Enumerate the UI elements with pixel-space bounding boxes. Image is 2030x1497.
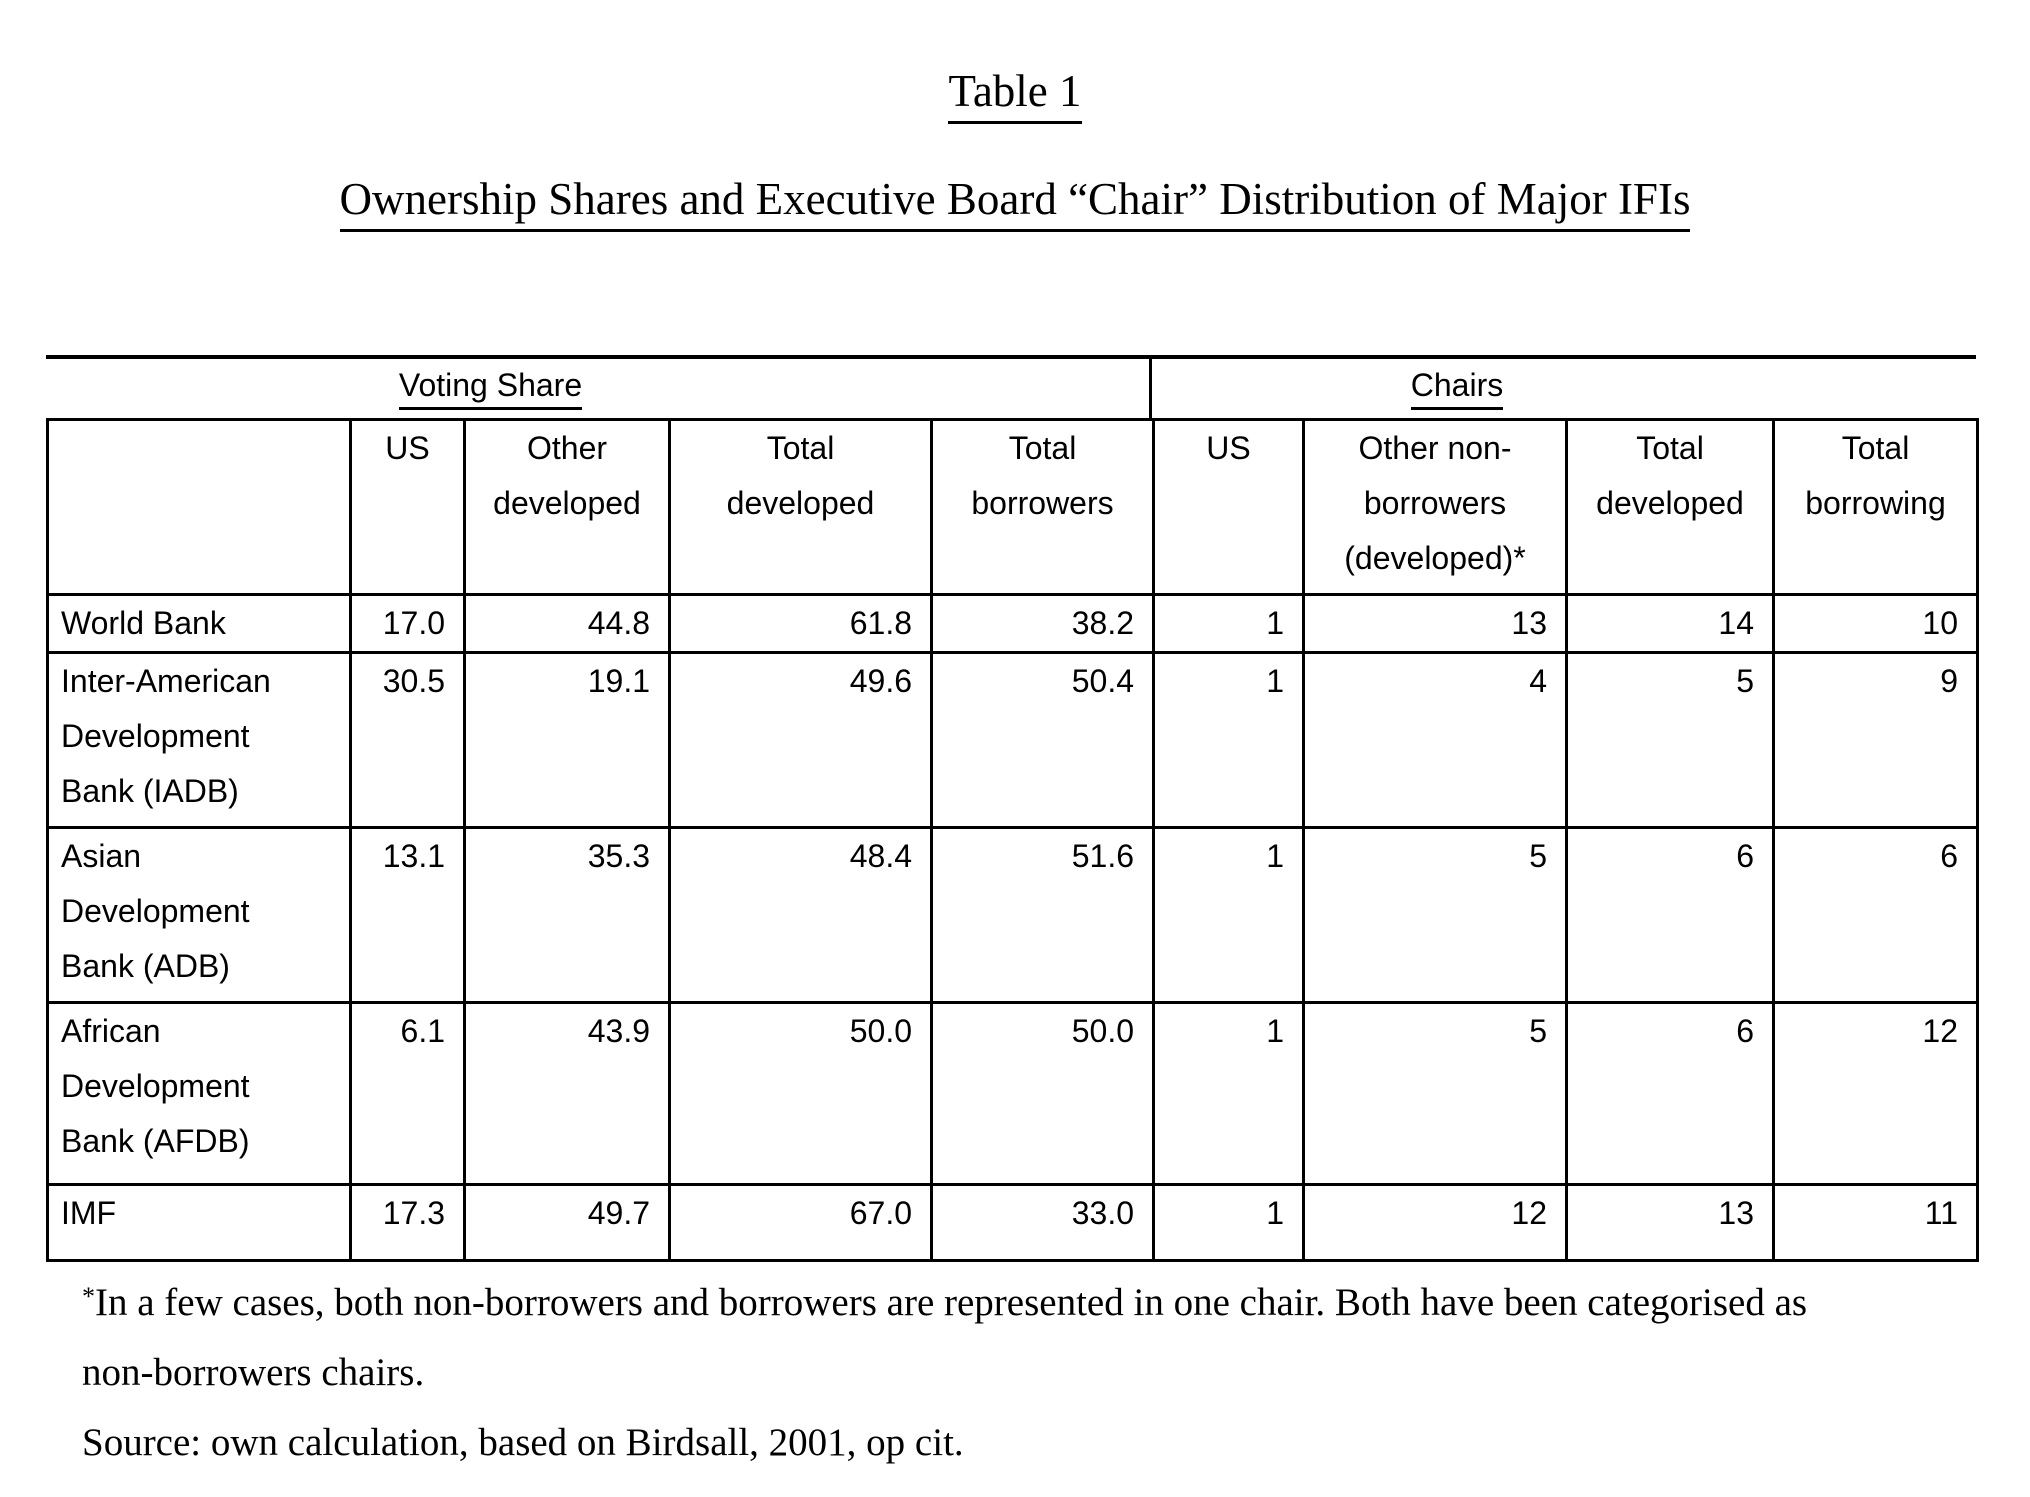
value-cell: 51.6 <box>930 826 1155 1004</box>
col-header-total-borrowing: Total borrowing <box>1772 418 1979 596</box>
table-title-heading: Ownership Shares and Executive Board “Ch… <box>0 173 2030 232</box>
ifi-data-table: US Other developed Total developed Total… <box>46 418 1979 1262</box>
ifi-table: Voting Share Chairs US Other developed T… <box>46 355 1979 1262</box>
value-cell: 10 <box>1772 593 1979 654</box>
table-row-imf: IMF 17.3 49.7 67.0 33.0 1 12 13 11 <box>46 1183 1979 1262</box>
row-header: Inter-American Development Bank (IADB) <box>46 651 352 829</box>
value-cell: 49.7 <box>463 1183 671 1262</box>
value-cell: 49.6 <box>668 651 933 829</box>
col-header-us-chairs: US <box>1152 418 1305 596</box>
chairs-label: Chairs <box>1410 367 1504 410</box>
value-cell: 9 <box>1772 651 1979 829</box>
value-cell: 17.3 <box>349 1183 466 1262</box>
value-cell: 5 <box>1302 1001 1568 1186</box>
value-cell: 50.0 <box>668 1001 933 1186</box>
table-notes: *In a few cases, both non-borrowers and … <box>82 1262 1982 1478</box>
value-cell: 1 <box>1152 1001 1305 1186</box>
value-cell: 14 <box>1565 593 1775 654</box>
value-cell: 1 <box>1152 826 1305 1004</box>
value-cell: 12 <box>1302 1183 1568 1262</box>
group-header-chairs: Chairs <box>1152 359 1976 418</box>
value-cell: 17.0 <box>349 593 466 654</box>
value-cell: 44.8 <box>463 593 671 654</box>
value-cell: 61.8 <box>668 593 933 654</box>
row-header: Asian Development Bank (ADB) <box>46 826 352 1004</box>
col-header-total-developed-chairs: Total developed <box>1565 418 1775 596</box>
value-cell: 12 <box>1772 1001 1979 1186</box>
value-cell: 6 <box>1565 826 1775 1004</box>
value-cell: 33.0 <box>930 1183 1155 1262</box>
table-row-world-bank: World Bank 17.0 44.8 61.8 38.2 1 13 14 1… <box>46 593 1979 654</box>
col-header-other-developed: Other developed <box>463 418 671 596</box>
table-title-text: Ownership Shares and Executive Board “Ch… <box>339 173 1691 232</box>
value-cell: 5 <box>1302 826 1568 1004</box>
col-header-total-borrowers: Total borrowers <box>930 418 1155 596</box>
value-cell: 30.5 <box>349 651 466 829</box>
value-cell: 11 <box>1772 1183 1979 1262</box>
table-row-iadb: Inter-American Development Bank (IADB) 3… <box>46 651 1979 829</box>
corner-cell <box>46 418 352 596</box>
value-cell: 1 <box>1152 593 1305 654</box>
value-cell: 48.4 <box>668 826 933 1004</box>
value-cell: 1 <box>1152 651 1305 829</box>
value-cell: 13 <box>1565 1183 1775 1262</box>
footnote-text-1: In a few cases, both non-borrowers and b… <box>95 1281 1808 1324</box>
group-header-row: Voting Share Chairs <box>46 355 1976 418</box>
row-header: African Development Bank (AFDB) <box>46 1001 352 1186</box>
value-cell: 13 <box>1302 593 1568 654</box>
value-cell: 50.4 <box>930 651 1155 829</box>
footnote-line-2: non-borrowers chairs. <box>82 1351 425 1394</box>
value-cell: 6.1 <box>349 1001 466 1186</box>
group-header-voting-share: Voting Share <box>46 359 1152 418</box>
source-line: Source: own calculation, based on Birdsa… <box>82 1421 964 1464</box>
value-cell: 50.0 <box>930 1001 1155 1186</box>
table-row-adb: Asian Development Bank (ADB) 13.1 35.3 4… <box>46 826 1979 1004</box>
title-block: Table 1 Ownership Shares and Executive B… <box>0 0 2030 232</box>
col-header-other-non-borrowers: Other non- borrowers (developed)* <box>1302 418 1568 596</box>
column-header-row: US Other developed Total developed Total… <box>46 418 1979 596</box>
footnote-asterisk: * <box>82 1282 95 1311</box>
value-cell: 13.1 <box>349 826 466 1004</box>
table-row-afdb: African Development Bank (AFDB) 6.1 43.9… <box>46 1001 1979 1186</box>
row-header: IMF <box>46 1183 352 1262</box>
col-header-total-developed-voting: Total developed <box>668 418 933 596</box>
table-number-heading: Table 1 <box>0 66 2030 124</box>
col-header-us-voting: US <box>349 418 466 596</box>
value-cell: 5 <box>1565 651 1775 829</box>
value-cell: 67.0 <box>668 1183 933 1262</box>
value-cell: 35.3 <box>463 826 671 1004</box>
value-cell: 1 <box>1152 1183 1305 1262</box>
voting-share-label: Voting Share <box>398 367 583 410</box>
value-cell: 43.9 <box>463 1001 671 1186</box>
value-cell: 6 <box>1772 826 1979 1004</box>
row-header: World Bank <box>46 593 352 654</box>
value-cell: 6 <box>1565 1001 1775 1186</box>
table-number-text: Table 1 <box>948 66 1082 124</box>
footnote-line-1: *In a few cases, both non-borrowers and … <box>82 1262 1982 1338</box>
value-cell: 19.1 <box>463 651 671 829</box>
value-cell: 38.2 <box>930 593 1155 654</box>
value-cell: 4 <box>1302 651 1568 829</box>
